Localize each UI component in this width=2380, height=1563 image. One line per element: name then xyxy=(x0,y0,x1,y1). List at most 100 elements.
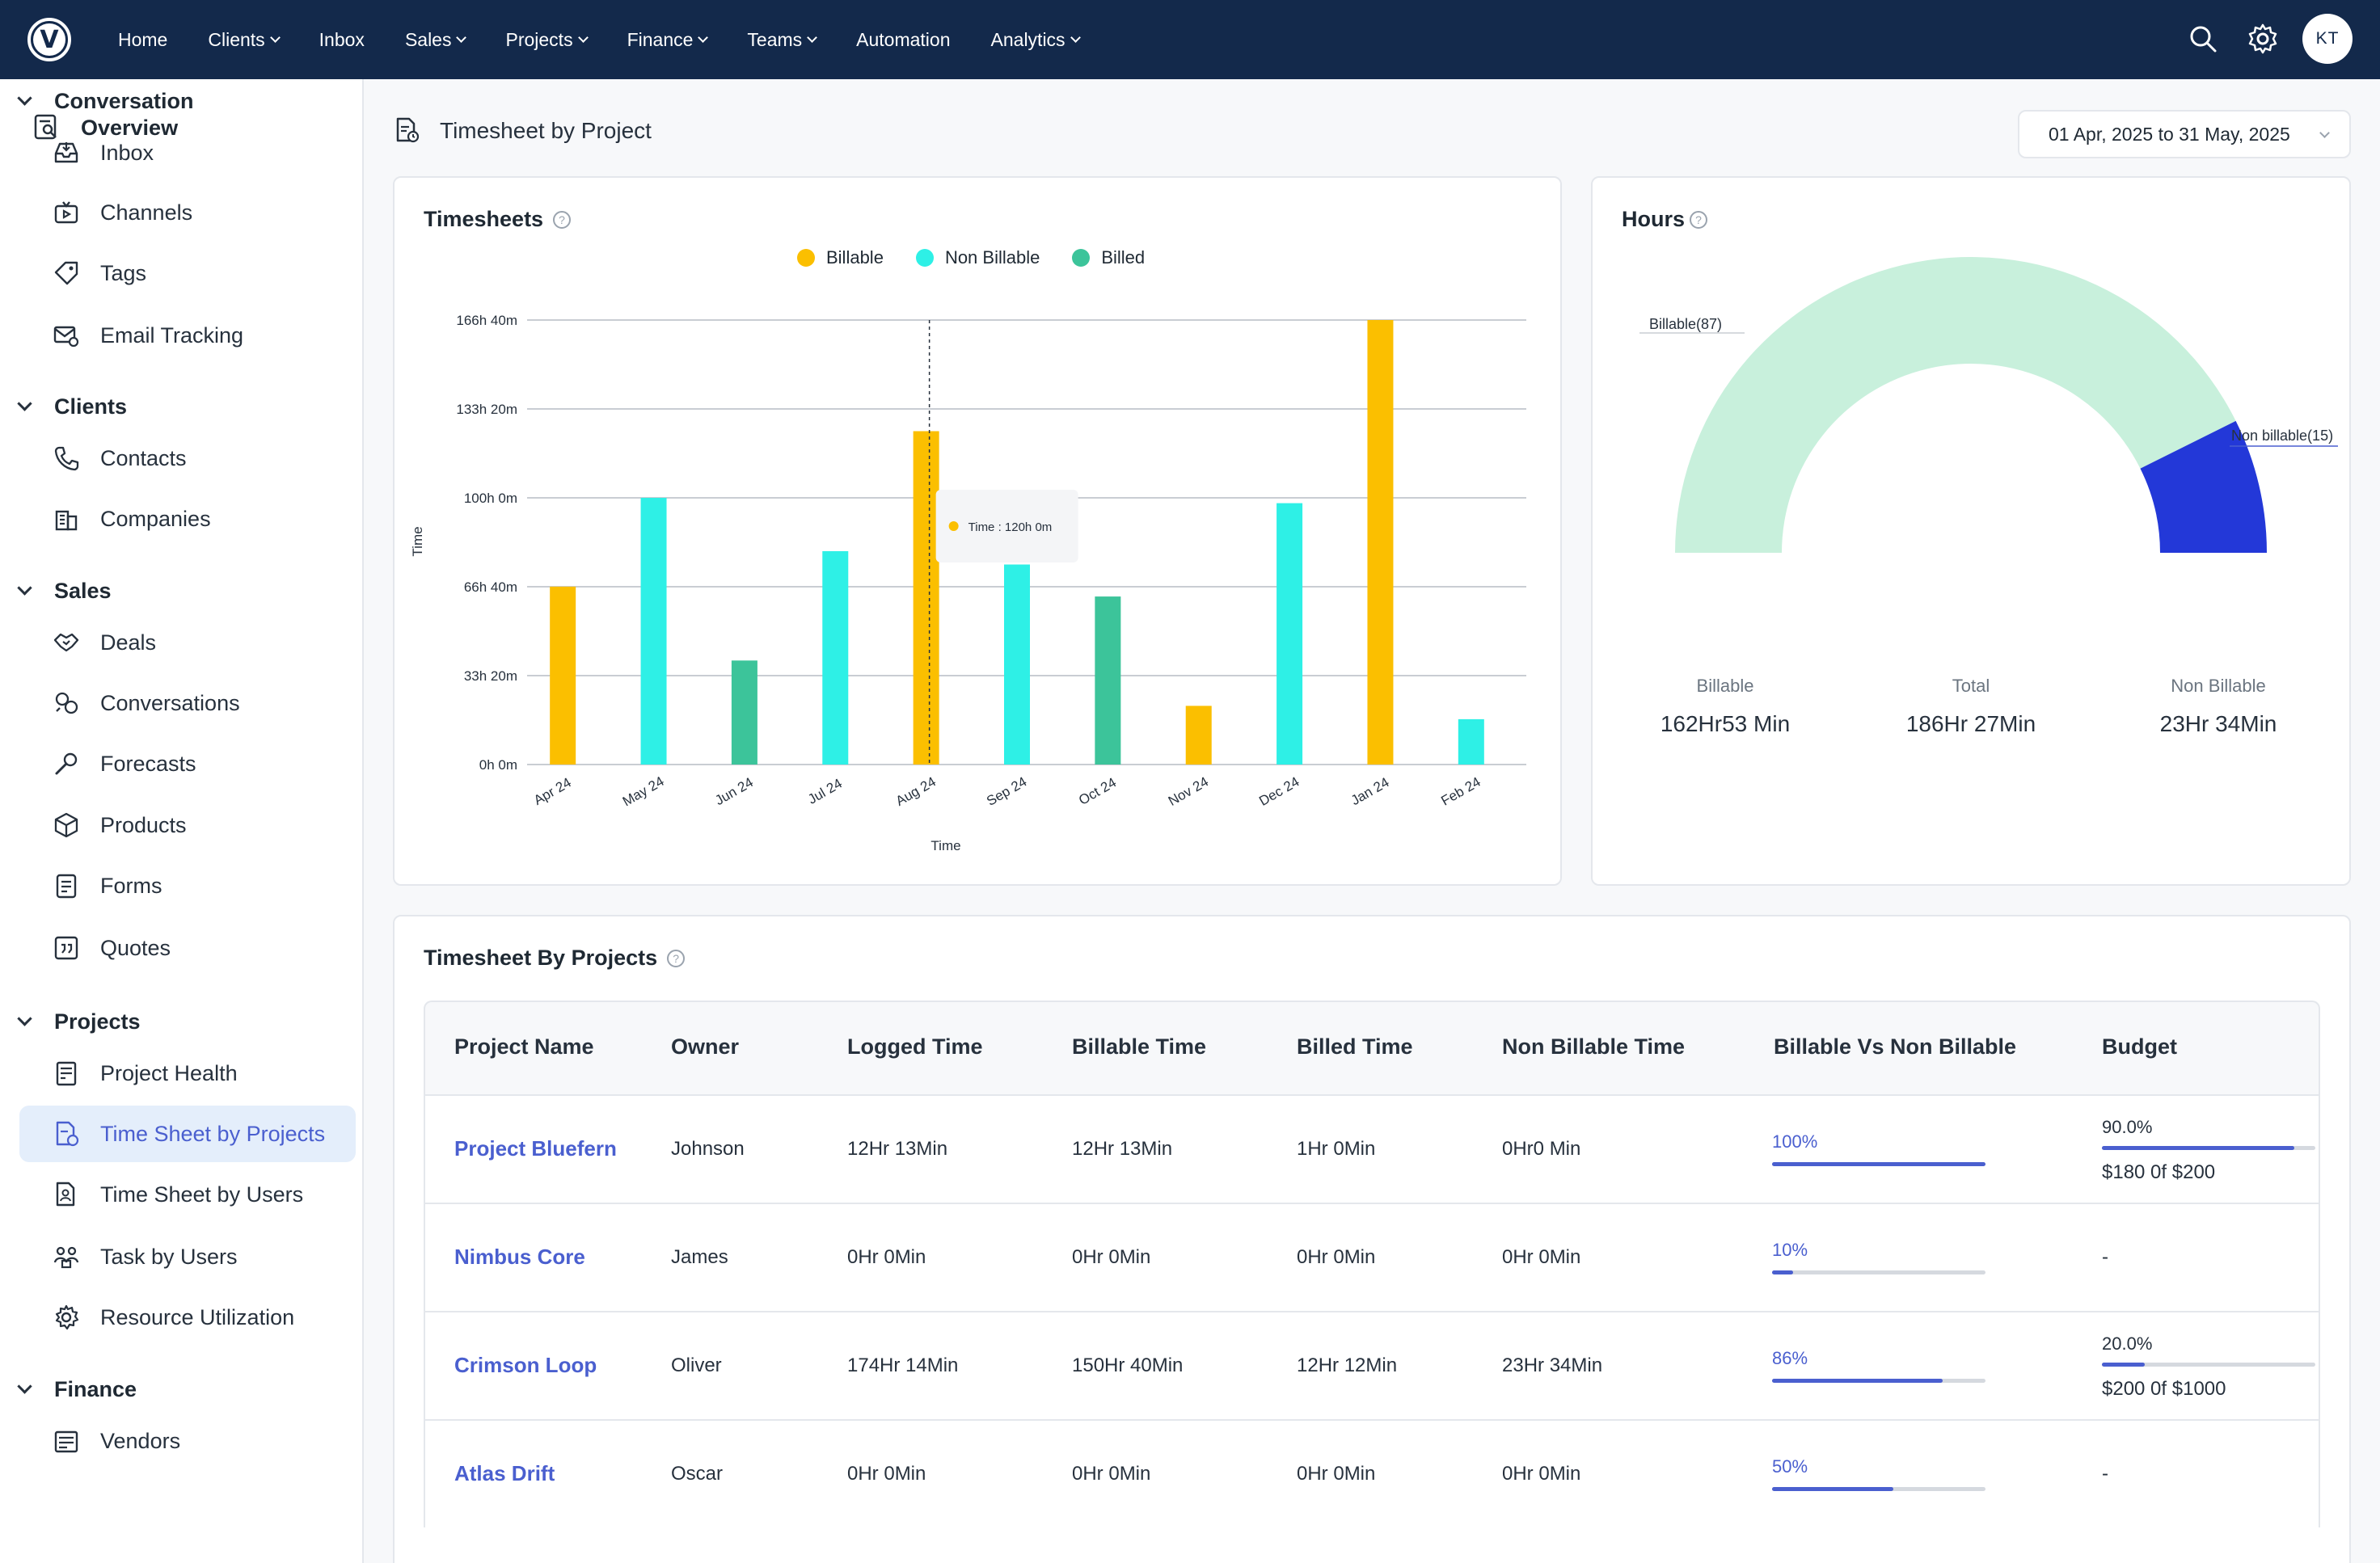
legend-item-billable[interactable]: Billable xyxy=(797,247,884,268)
sidebar-item-email-tracking[interactable]: Email Tracking xyxy=(19,307,356,364)
chevron-down-icon xyxy=(456,32,467,43)
sidebar-item-vendors[interactable]: Vendors xyxy=(19,1413,356,1469)
column-header[interactable]: Project Name xyxy=(454,1034,594,1059)
x-tick-label: Jan 24 xyxy=(1348,774,1392,808)
help-icon[interactable]: ? xyxy=(553,210,572,229)
sidebar-group-clients[interactable]: Clients xyxy=(15,382,127,431)
billable-segment[interactable] xyxy=(1675,257,2236,553)
search-icon[interactable] xyxy=(2183,19,2223,59)
nav-item-sales[interactable]: Sales xyxy=(405,29,467,51)
column-header[interactable]: Logged Time xyxy=(847,1034,983,1059)
legend-label: Non Billable xyxy=(944,247,1040,268)
sidebar-group-label: Conversation xyxy=(54,88,194,113)
bar-jan-24[interactable] xyxy=(1367,320,1394,765)
table-row[interactable]: Project Bluefern Johnson 12Hr 13Min 12Hr 13… xyxy=(424,1094,2320,1203)
sidebar-group-finance[interactable]: Finance xyxy=(15,1365,137,1413)
nav-item-finance[interactable]: Finance xyxy=(627,29,709,51)
cell-logged: 0Hr 0Min xyxy=(847,1463,926,1485)
cell-billed: 0Hr 0Min xyxy=(1297,1463,1376,1485)
nav-item-inbox[interactable]: Inbox xyxy=(319,29,365,51)
user-avatar[interactable]: KT xyxy=(2302,14,2353,64)
logo-letter: V xyxy=(33,23,65,56)
budget-bar-fill xyxy=(2102,1363,2145,1367)
sidebar-item-companies[interactable]: Companies xyxy=(19,491,356,547)
overview-icon xyxy=(32,113,61,142)
bar-dec-24[interactable] xyxy=(1277,503,1303,765)
sidebar-item-deals[interactable]: Deals xyxy=(19,614,356,671)
nav-item-clients[interactable]: Clients xyxy=(208,29,281,51)
bar-nov-24[interactable] xyxy=(1185,706,1212,765)
sidebar-item-time-sheet-by-projects[interactable]: Time Sheet by Projects xyxy=(19,1106,356,1162)
project-name-link[interactable]: Crimson Loop xyxy=(454,1353,597,1377)
column-header[interactable]: Billed Time xyxy=(1297,1034,1413,1059)
help-icon[interactable]: ? xyxy=(667,949,686,967)
sidebar-item-quotes[interactable]: Quotes xyxy=(19,920,356,976)
sidebar-item-tags[interactable]: Tags xyxy=(19,245,356,301)
time-sheet-by-users-icon xyxy=(52,1180,81,1209)
legend-item-non-billable[interactable]: Non Billable xyxy=(915,247,1040,268)
sidebar-group-projects[interactable]: Projects xyxy=(15,997,141,1046)
column-header[interactable]: Billable Vs Non Billable xyxy=(1774,1034,2017,1059)
stat-total: Total 186Hr 27Min xyxy=(1866,676,2076,737)
column-header[interactable]: Budget xyxy=(2102,1034,2177,1059)
sidebar-item-label: Conversations xyxy=(100,690,240,715)
sidebar-item-conversations[interactable]: Conversations xyxy=(19,675,356,731)
sidebar-item-channels[interactable]: Channels xyxy=(19,184,356,241)
nav-item-projects[interactable]: Projects xyxy=(505,29,589,51)
ratio-percent: 50% xyxy=(1772,1456,1808,1477)
column-header[interactable]: Owner xyxy=(671,1034,740,1059)
legend-swatch xyxy=(797,249,815,267)
help-icon[interactable]: ? xyxy=(1690,210,1708,229)
ratio-percent: 86% xyxy=(1772,1348,1808,1368)
cell-non-billable: 0Hr 0Min xyxy=(1502,1246,1581,1268)
sidebar-item-task-by-users[interactable]: Task by Users xyxy=(19,1228,356,1285)
sidebar-item-contacts[interactable]: Contacts xyxy=(19,430,356,487)
bar-jul-24[interactable] xyxy=(822,551,849,765)
sidebar-item-products[interactable]: Products xyxy=(19,797,356,853)
sidebar-item-label: Forms xyxy=(100,873,162,898)
bar-apr-24[interactable] xyxy=(550,586,576,765)
nav-item-automation[interactable]: Automation xyxy=(856,29,950,51)
app-logo[interactable]: V xyxy=(27,18,71,61)
nav-item-analytics[interactable]: Analytics xyxy=(991,29,1081,51)
date-range-picker[interactable]: 01 Apr, 2025 to 31 May, 2025 xyxy=(2018,110,2351,158)
nav-item-teams[interactable]: Teams xyxy=(747,29,818,51)
sidebar-item-forms[interactable]: Forms xyxy=(19,857,356,914)
project-name-link[interactable]: Project Bluefern xyxy=(454,1136,617,1161)
sidebar-item-time-sheet-by-users[interactable]: Time Sheet by Users xyxy=(19,1166,356,1223)
table-row[interactable]: Atlas Drift Oscar 0Hr 0Min 0Hr 0Min 0Hr 0Min… xyxy=(424,1419,2320,1527)
bar-oct-24[interactable] xyxy=(1095,596,1121,765)
sidebar-group-label: Finance xyxy=(54,1376,137,1401)
project-health-icon xyxy=(52,1059,81,1088)
bar-sep-24[interactable] xyxy=(1004,564,1030,765)
cell-owner: Johnson xyxy=(671,1138,745,1160)
nav-item-home[interactable]: Home xyxy=(118,29,167,51)
budget-bar-track xyxy=(2102,1146,2315,1150)
project-name-link[interactable]: Nimbus Core xyxy=(454,1245,585,1269)
sidebar-group-sales[interactable]: Sales xyxy=(15,567,112,615)
bar-jun-24[interactable] xyxy=(731,660,757,765)
sidebar-item-label: Tags xyxy=(100,260,147,285)
table-row[interactable]: Nimbus Core James 0Hr 0Min 0Hr 0Min 0Hr 0Min… xyxy=(424,1203,2320,1311)
bar-aug-24[interactable] xyxy=(913,431,939,765)
column-header[interactable]: Billable Time xyxy=(1072,1034,1207,1059)
sidebar-item-label: Products xyxy=(100,812,187,837)
sidebar-item-forecasts[interactable]: Forecasts xyxy=(19,735,356,792)
x-tick-label: Jul 24 xyxy=(805,776,845,807)
bar-may-24[interactable] xyxy=(640,498,667,765)
non-billable-segment[interactable] xyxy=(2140,420,2267,553)
project-name-link[interactable]: Atlas Drift xyxy=(454,1461,555,1485)
sidebar-item-overview[interactable]: Overview xyxy=(32,113,178,142)
sidebar-group-conversation[interactable]: Conversation xyxy=(15,77,194,125)
gear-icon[interactable] xyxy=(2243,19,2283,59)
column-header[interactable]: Non Billable Time xyxy=(1502,1034,1686,1059)
bar-feb-24[interactable] xyxy=(1458,718,1484,765)
sidebar-item-project-health[interactable]: Project Health xyxy=(19,1045,356,1102)
legend-item-billed[interactable]: Billed xyxy=(1072,247,1145,268)
sidebar-item-label: Time Sheet by Projects xyxy=(100,1121,326,1146)
x-tick-label: Feb 24 xyxy=(1438,774,1483,809)
sidebar-item-resource-utilization[interactable]: Resource Utilization xyxy=(19,1289,356,1346)
sidebar-item-label: Forecasts xyxy=(100,751,196,776)
sidebar-item-inbox[interactable]: Inbox xyxy=(19,124,356,181)
table-row[interactable]: Crimson Loop Oliver 174Hr 14Min 150Hr 40Min… xyxy=(424,1311,2320,1419)
